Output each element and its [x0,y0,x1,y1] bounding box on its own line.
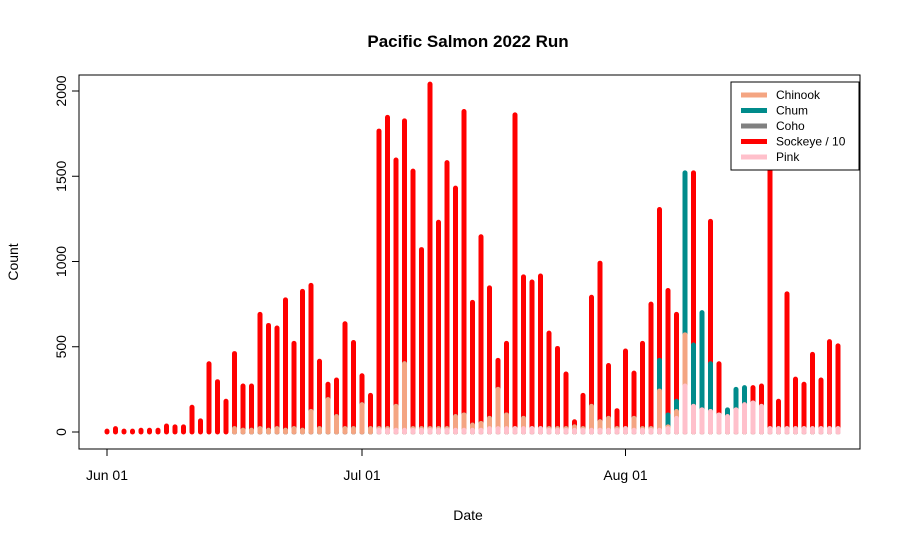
x-axis: Jun 01 Jul 01 Aug 01 [86,448,648,483]
y-tick-label: 2000 [53,75,69,106]
legend-label: Sockeye / 10 [776,135,846,149]
legend-label: Coho [776,119,805,133]
x-tick-label: Jul 01 [343,467,381,483]
y-tick-label: 0 [53,428,69,436]
legend-label: Pink [776,150,800,164]
y-tick-label: 500 [53,335,69,359]
legend-label: Chinook [776,88,821,102]
legend-label: Chum [776,104,808,118]
y-tick-label: 1000 [53,246,69,277]
x-tick-label: Aug 01 [603,467,648,483]
x-axis-label: Date [453,507,483,523]
bars-layer [104,81,841,435]
y-tick-label: 1500 [53,160,69,191]
y-axis-label: Count [5,243,21,280]
x-tick-label: Jun 01 [86,467,128,483]
y-axis: 0 500 1000 1500 2000 [53,75,80,436]
chart-title: Pacific Salmon 2022 Run [367,32,568,51]
